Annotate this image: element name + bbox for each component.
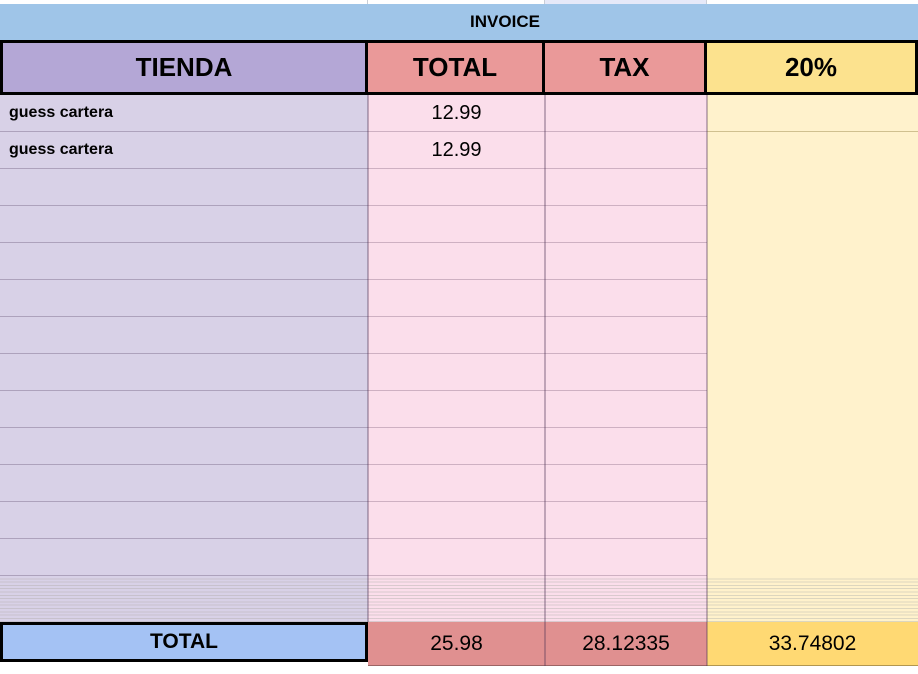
table-cell[interactable]: 12.99 <box>368 132 545 169</box>
gridline <box>706 576 708 622</box>
table-cell[interactable] <box>368 502 545 539</box>
table-cell[interactable] <box>545 391 707 428</box>
header-label-20pct: 20% <box>784 52 838 82</box>
totals-cell-20pct[interactable]: 33.74802 <box>707 622 918 666</box>
table-cell[interactable] <box>545 169 707 206</box>
table-cell[interactable] <box>545 95 707 132</box>
table-cell[interactable] <box>545 317 707 354</box>
table-cell[interactable]: guess cartera <box>0 132 368 169</box>
invoice-title-cell[interactable]: INVOICE <box>0 4 918 40</box>
table-cell[interactable] <box>545 354 707 391</box>
top-partial-cell-highlight <box>545 0 707 4</box>
table-cell[interactable] <box>545 428 707 465</box>
totals-row: 25.98 28.12335 33.74802 TOTAL <box>0 622 918 666</box>
compressed-rows-tax <box>545 576 707 622</box>
table-cell[interactable] <box>545 502 707 539</box>
totals-value-total: 25.98 <box>430 631 483 655</box>
compressed-rows-20pct <box>707 576 918 622</box>
table-cell[interactable] <box>545 539 707 576</box>
table-cell[interactable] <box>0 539 368 576</box>
table-cell[interactable] <box>0 391 368 428</box>
table-cell[interactable] <box>0 502 368 539</box>
table-cell[interactable] <box>368 391 545 428</box>
gridline <box>706 95 708 576</box>
table-cell[interactable] <box>545 465 707 502</box>
table-cell[interactable] <box>707 95 918 132</box>
table-cell[interactable] <box>0 280 368 317</box>
gridline <box>367 95 369 576</box>
table-cell[interactable] <box>368 465 545 502</box>
table-cell[interactable] <box>545 206 707 243</box>
table-cell[interactable] <box>368 206 545 243</box>
compressed-rows-tienda <box>0 576 368 622</box>
column-tax <box>545 95 707 576</box>
totals-value-tax: 28.12335 <box>582 631 670 655</box>
header-cell-tax[interactable]: TAX <box>545 43 707 92</box>
gridline <box>367 576 369 622</box>
gridline <box>706 622 708 666</box>
gridline <box>544 95 546 576</box>
top-partial-row <box>0 0 918 4</box>
table-cell[interactable] <box>368 317 545 354</box>
table-cell[interactable]: 12.99 <box>368 95 545 132</box>
gridline <box>544 622 546 666</box>
compressed-rows-band <box>0 576 918 622</box>
header-label-total: TOTAL <box>412 52 498 82</box>
column-total: 12.99 12.99 <box>368 95 545 576</box>
header-cell-tienda[interactable]: TIENDA <box>3 43 368 92</box>
table-cell[interactable] <box>368 280 545 317</box>
table-cell[interactable] <box>0 243 368 280</box>
totals-label: TOTAL <box>149 630 219 653</box>
table-cell[interactable] <box>545 243 707 280</box>
gridline <box>544 576 546 622</box>
table-cell[interactable] <box>368 354 545 391</box>
table-cell[interactable]: guess cartera <box>0 95 368 132</box>
compressed-rows-total <box>368 576 545 622</box>
header-label-tax: TAX <box>599 52 650 82</box>
table-body: guess cartera guess cartera 12.99 12.99 <box>0 95 918 576</box>
table-cell[interactable] <box>0 354 368 391</box>
gridline <box>706 0 707 4</box>
table-cell[interactable] <box>545 280 707 317</box>
header-row: TIENDA TOTAL TAX 20% <box>0 40 918 95</box>
table-cell[interactable] <box>0 465 368 502</box>
gridline <box>367 0 368 4</box>
totals-value-20pct: 33.74802 <box>768 631 857 655</box>
table-cell[interactable] <box>0 428 368 465</box>
gridline <box>544 0 545 4</box>
table-cell[interactable] <box>368 243 545 280</box>
column-tienda: guess cartera guess cartera <box>0 95 368 576</box>
table-cell[interactable] <box>0 317 368 354</box>
totals-label-cell[interactable]: TOTAL <box>0 622 368 662</box>
column-20pct <box>707 95 918 576</box>
table-cell[interactable] <box>545 132 707 169</box>
table-cell[interactable] <box>368 428 545 465</box>
table-cell[interactable] <box>368 539 545 576</box>
table-cell[interactable] <box>0 169 368 206</box>
table-cell[interactable] <box>0 206 368 243</box>
header-cell-20pct[interactable]: 20% <box>707 43 915 92</box>
header-label-tienda: TIENDA <box>135 52 233 82</box>
table-cell[interactable] <box>368 169 545 206</box>
totals-cell-tax[interactable]: 28.12335 <box>545 622 707 666</box>
invoice-title: INVOICE <box>470 12 540 31</box>
header-cell-total[interactable]: TOTAL <box>368 43 545 92</box>
totals-cell-total[interactable]: 25.98 <box>368 622 545 666</box>
